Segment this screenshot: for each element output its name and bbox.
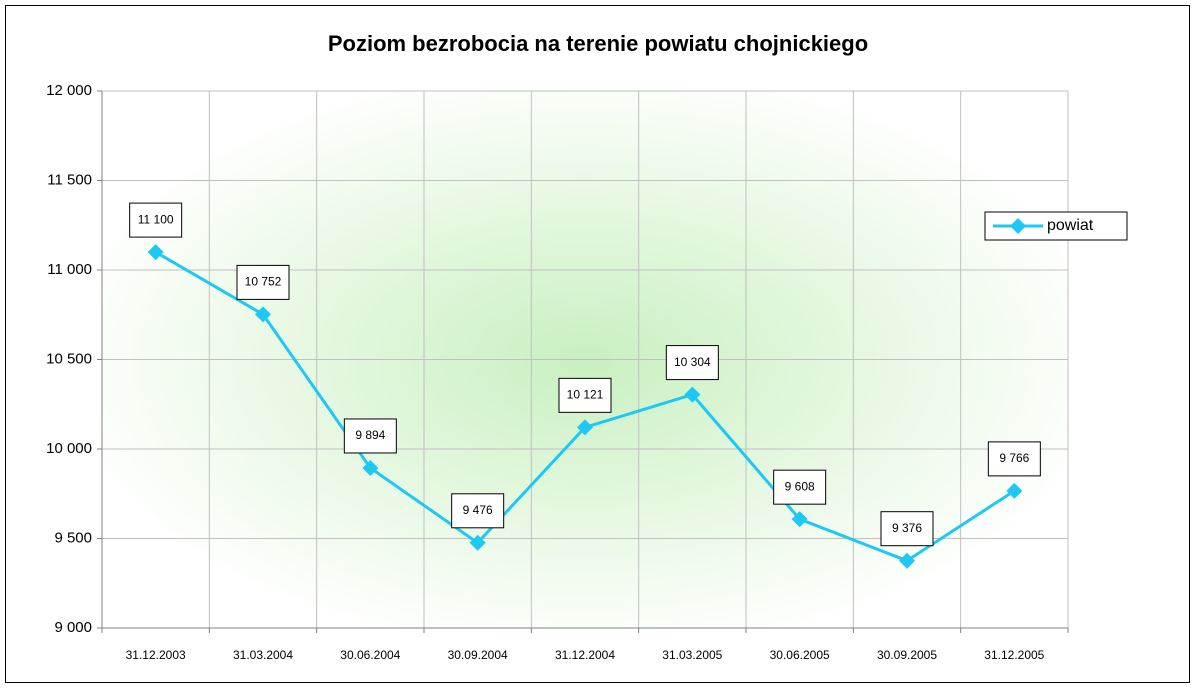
x-tick-label: 30.06.2004 xyxy=(340,648,400,662)
data-label-box xyxy=(987,441,1041,477)
data-label-text: 9 476 xyxy=(463,503,493,517)
data-label-box xyxy=(451,493,505,529)
x-tick-label: 31.03.2004 xyxy=(233,648,293,662)
data-point xyxy=(684,386,701,403)
data-point xyxy=(899,552,915,569)
data-point xyxy=(1006,482,1023,499)
data-point xyxy=(147,244,164,261)
x-tick-label: 31.03.2005 xyxy=(662,648,722,662)
data-label-box xyxy=(558,377,612,413)
data-point xyxy=(362,459,379,476)
data-label-text: 10 752 xyxy=(245,275,282,289)
y-tick-label: 10 000 xyxy=(46,440,92,457)
data-label-text: 11 100 xyxy=(138,212,174,226)
data-label-text: 9 766 xyxy=(999,451,1029,465)
data-label: 9 766 xyxy=(987,441,1041,477)
data-label: 9 608 xyxy=(773,469,827,505)
data-label-text: 10 121 xyxy=(567,388,604,402)
x-tick-label: 31.12.2005 xyxy=(984,648,1044,662)
data-label-box xyxy=(880,511,934,547)
chart-title: Poziom bezrobocia na terenie powiatu cho… xyxy=(328,31,868,56)
x-tick-label: 30.06.2005 xyxy=(770,648,830,662)
y-tick-label: 9 000 xyxy=(54,619,92,636)
data-label: 9 376 xyxy=(880,511,934,547)
data-label-box xyxy=(773,469,827,505)
legend-label: powiat xyxy=(1047,217,1094,234)
data-label: 9 894 xyxy=(343,418,397,454)
data-label-text: 9 376 xyxy=(892,521,922,535)
data-label-box xyxy=(129,202,183,238)
data-label-text: 9 608 xyxy=(785,479,815,493)
data-label-box xyxy=(343,418,397,454)
x-tick-label: 31.12.2004 xyxy=(555,648,615,662)
y-tick-label: 9 500 xyxy=(54,529,92,546)
y-tick-label: 10 500 xyxy=(46,350,92,367)
data-label: 11 100 xyxy=(129,202,183,238)
y-tick-label: 12 000 xyxy=(46,82,92,99)
data-label-text: 9 894 xyxy=(355,428,385,442)
data-label: 10 304 xyxy=(665,345,719,381)
data-point xyxy=(255,306,271,323)
data-point xyxy=(577,419,593,436)
x-tick-label: 30.09.2005 xyxy=(877,648,937,662)
data-label-text: 10 304 xyxy=(674,355,711,369)
data-point xyxy=(469,534,486,551)
data-label-box xyxy=(236,264,290,300)
data-point xyxy=(791,511,808,528)
y-tick-label: 11 000 xyxy=(47,261,92,278)
data-label: 10 121 xyxy=(558,377,612,413)
x-tick-label: 31.12.2003 xyxy=(126,648,186,662)
y-tick-label: 11 500 xyxy=(47,171,92,188)
data-label-box xyxy=(665,345,719,381)
data-label: 9 476 xyxy=(451,493,505,529)
legend-marker xyxy=(1010,218,1026,234)
x-tick-label: 30.09.2004 xyxy=(448,648,508,662)
data-label: 10 752 xyxy=(236,264,290,300)
